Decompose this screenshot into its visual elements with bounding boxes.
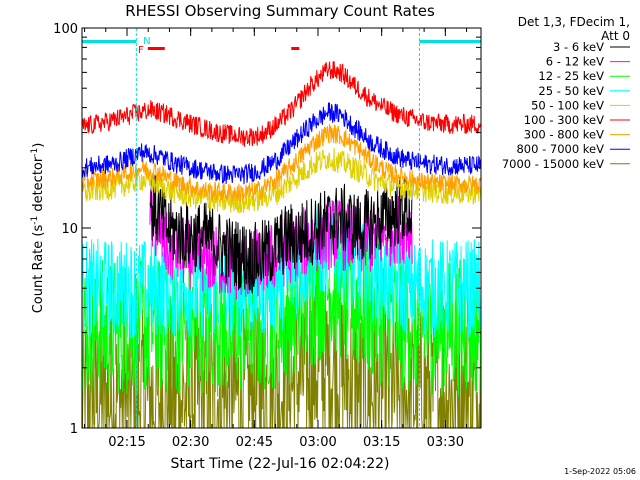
data-layer: FN — [81, 28, 482, 430]
x-tick-label: 03:30 — [427, 435, 464, 450]
series-line-100-300-kev — [81, 61, 482, 147]
y-axis-label-sup2: -1 — [30, 148, 40, 157]
annotation-f: F — [138, 45, 144, 56]
night-bar-2 — [419, 40, 481, 43]
legend-header-line-2: Att 0 — [601, 29, 630, 43]
x-tick-label: 02:45 — [236, 435, 273, 450]
series-line-800-7000-kev — [81, 102, 482, 185]
legend-label: 7000 - 15000 keV — [502, 157, 604, 171]
series-line-300-800-kev — [81, 123, 482, 203]
chart-title: RHESSI Observing Summary Count Rates — [125, 2, 435, 20]
y-axis-label: Count Rate (s-1 detector-1) — [30, 143, 46, 314]
legend-label: 12 - 25 keV — [538, 69, 604, 83]
y-axis-label-main: Count Rate (s — [31, 225, 46, 314]
legend-label: 50 - 100 keV — [531, 98, 604, 112]
y-axis-label-rest: detector — [31, 156, 46, 216]
legend-label: 3 - 6 keV — [553, 40, 604, 54]
flare-bar-2 — [291, 47, 300, 50]
y-tick-label: 10 — [61, 222, 78, 237]
legend-label: 25 - 50 keV — [538, 84, 604, 98]
axis-layer: 1 10 100 02:15 02:30 02:45 03:00 03:15 03:30 — [53, 22, 481, 450]
x-tick-label: 03:15 — [363, 435, 400, 450]
legend-label: 6 - 12 keV — [546, 55, 604, 69]
legend-label: 100 - 300 keV — [524, 113, 604, 127]
x-tick-label: 03:00 — [299, 435, 336, 450]
annotation-n: N — [143, 36, 150, 47]
x-tick-label: 02:15 — [108, 435, 145, 450]
x-axis-label: Start Time (22-Jul-16 02:04:22) — [170, 456, 389, 472]
night-bar-1 — [82, 40, 137, 43]
y-axis-label-sup: -1 — [30, 216, 40, 225]
y-tick-label: 100 — [53, 22, 78, 37]
x-tick-label: 02:30 — [172, 435, 209, 450]
legend-label: 800 - 7000 keV — [516, 142, 604, 156]
legend-header-line-1: Det 1,3, FDecim 1, — [518, 15, 630, 29]
legend-label: 300 - 800 keV — [524, 128, 604, 142]
y-tick-label: 1 — [70, 422, 78, 437]
y-axis-label-end: ) — [31, 143, 46, 148]
series-line-3-6-kev — [149, 174, 413, 294]
flare-bar-1 — [147, 47, 165, 50]
footer-timestamp: 1-Sep-2022 05:06 — [564, 467, 636, 476]
series-line-12-25-kev — [81, 221, 482, 397]
